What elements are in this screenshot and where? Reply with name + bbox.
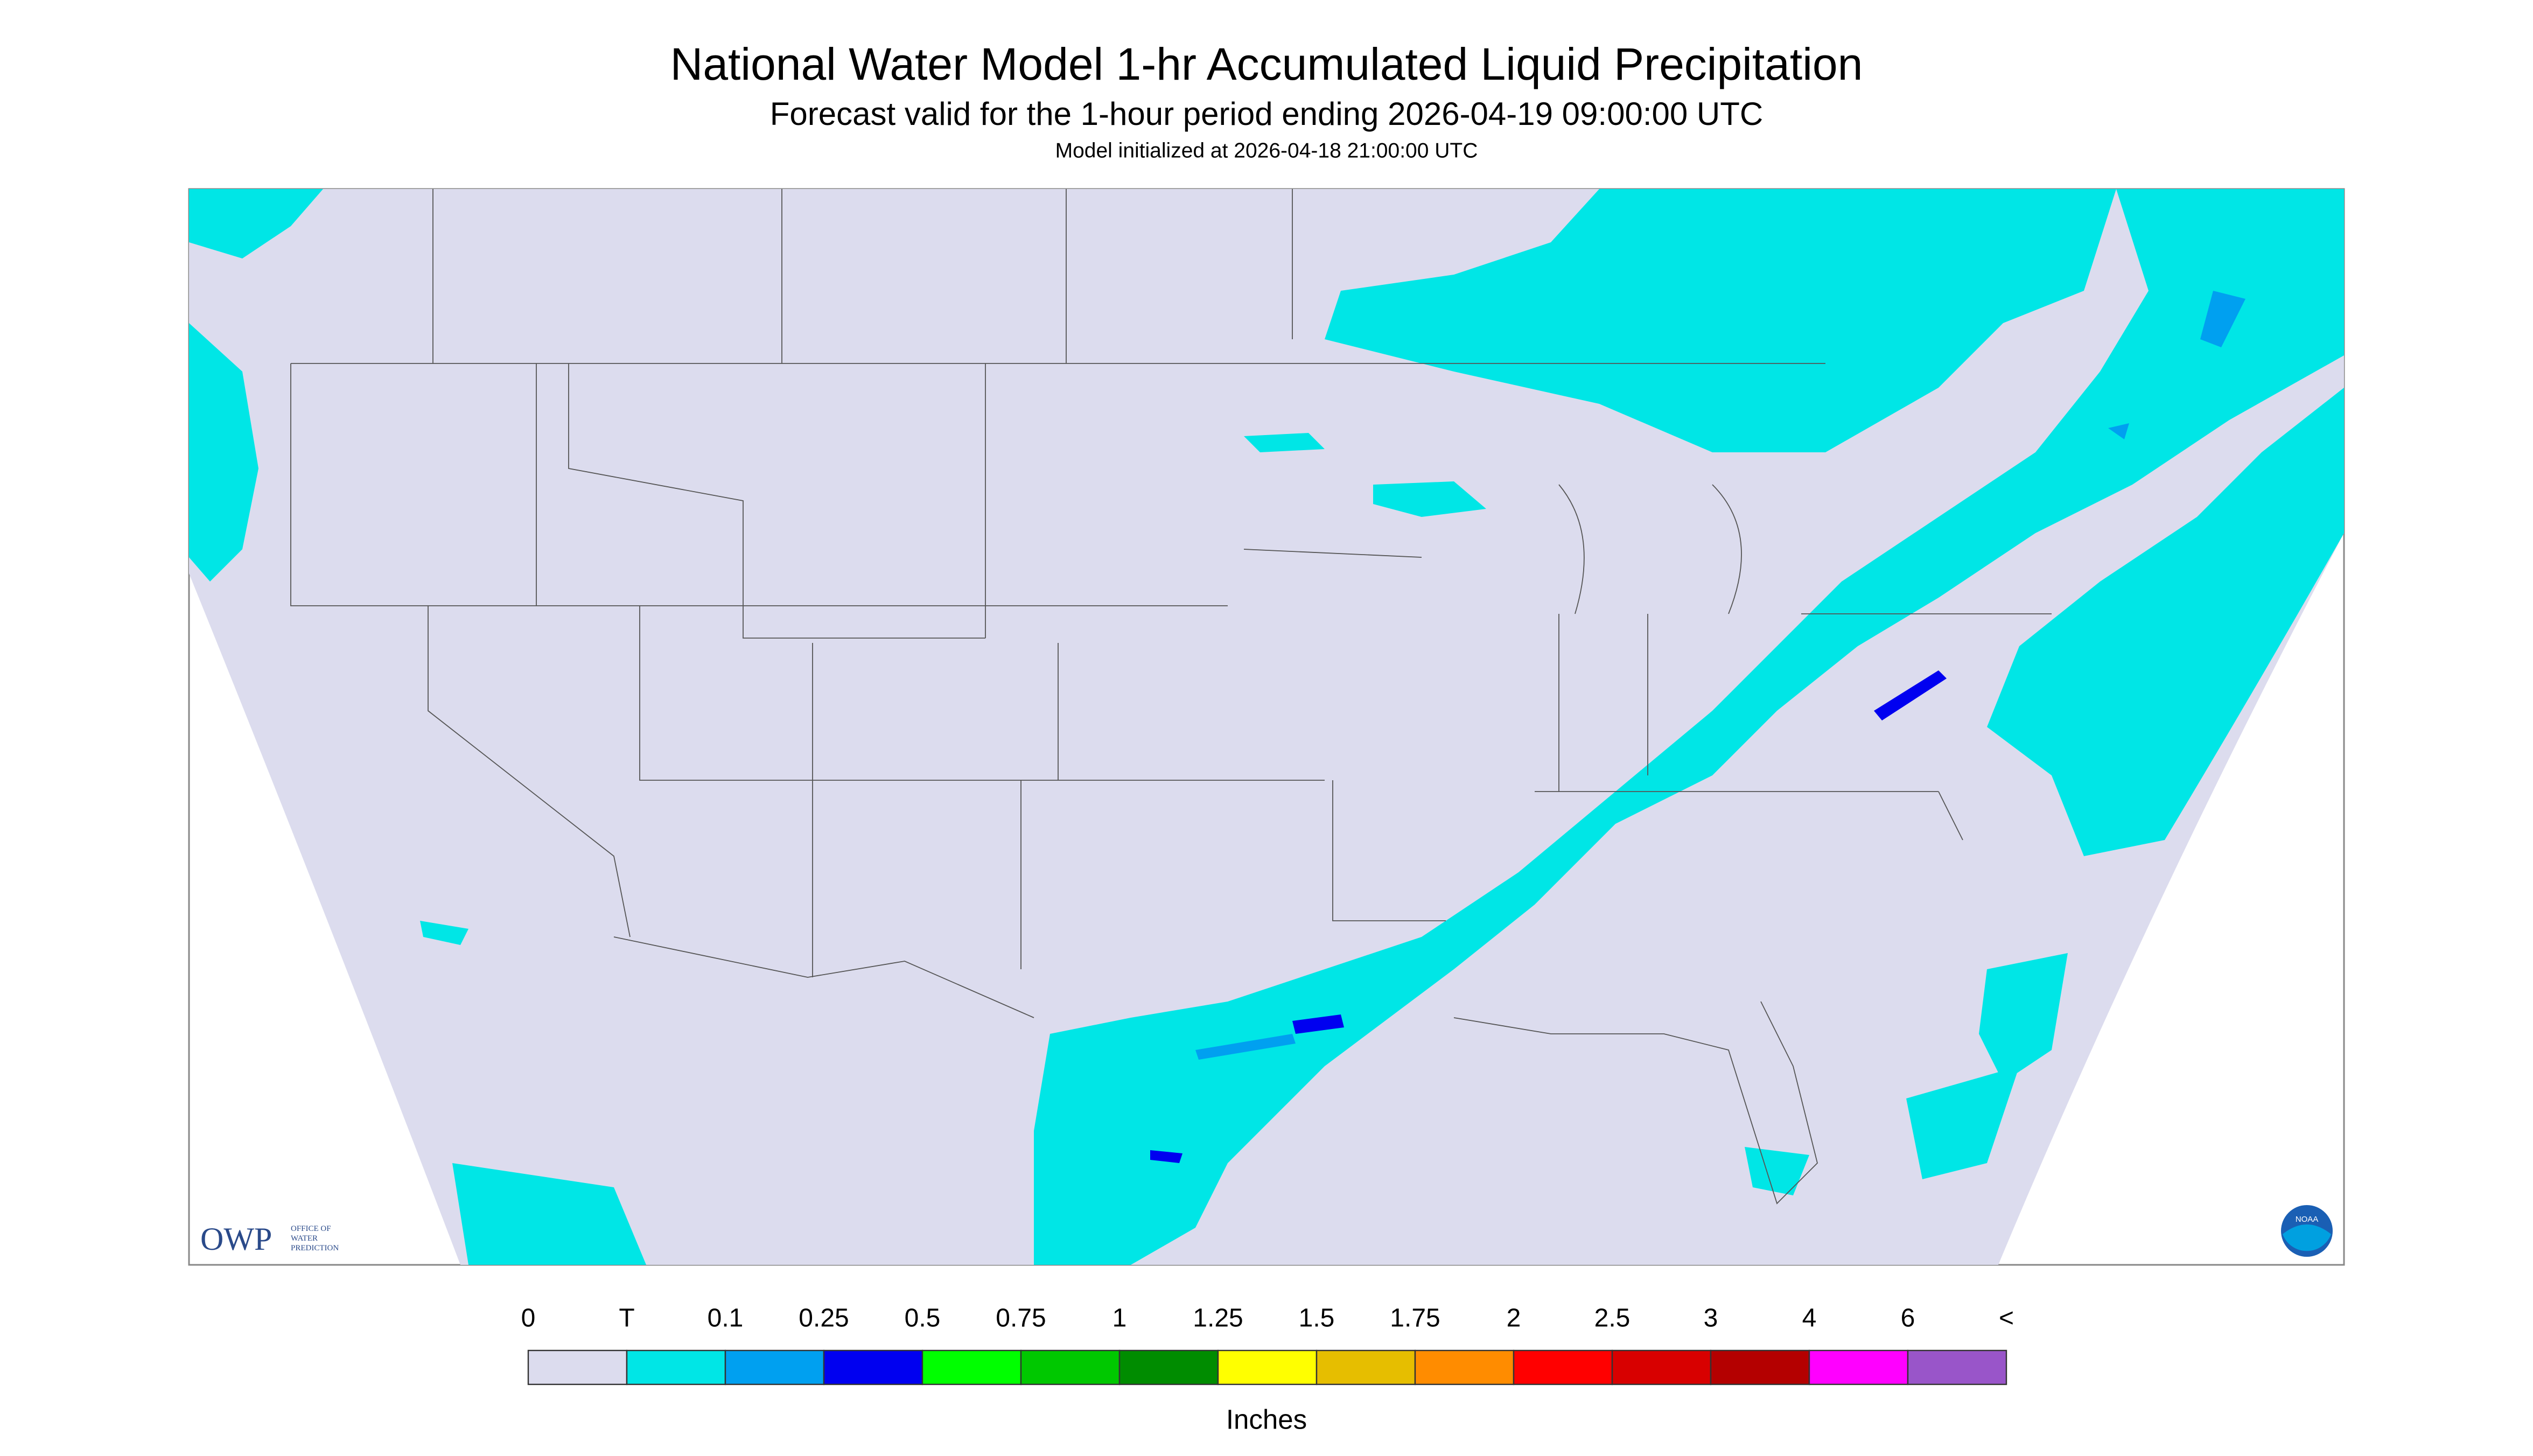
colorbar-label: 1.5 <box>1299 1304 1335 1333</box>
colorbar-label: 4 <box>1802 1304 1817 1333</box>
colorbar-label: T <box>619 1304 634 1333</box>
owp-line: OFFICE OF <box>291 1224 331 1233</box>
owp-logo: OWP <box>200 1221 272 1257</box>
colorbar-label: < <box>1999 1304 2014 1333</box>
colorbar-swatch <box>1611 1349 1712 1385</box>
borders <box>290 189 2052 1205</box>
colorbar-swatch <box>527 1349 628 1385</box>
colorbar-label: 2 <box>1507 1304 1521 1333</box>
colorbar-label: 3 <box>1704 1304 1718 1333</box>
colorbar-label: 1.75 <box>1390 1304 1440 1333</box>
colorbar-label: 1.25 <box>1193 1304 1243 1333</box>
colorbar-swatch <box>1118 1349 1219 1385</box>
noaa-logo-text: NOAA <box>2296 1215 2319 1224</box>
colorbar-swatch <box>1513 1349 1613 1385</box>
precip-heavy <box>1150 670 1947 1164</box>
precip-light <box>189 189 2344 1265</box>
colorbar-swatch <box>1020 1349 1121 1385</box>
colorbar-label: 2.5 <box>1594 1304 1631 1333</box>
model-domain <box>189 189 2344 1265</box>
title: National Water Model 1-hr Accumulated Li… <box>670 39 1863 89</box>
noaa-logo-wave <box>2283 1224 2331 1251</box>
owp-line: PREDICTION <box>291 1244 339 1252</box>
colorbar-swatch <box>823 1349 923 1385</box>
colorbar-label: 0 <box>521 1304 536 1333</box>
colorbar-label: 0.75 <box>996 1304 1046 1333</box>
colorbar-swatch <box>1907 1349 2007 1385</box>
map: OWP OFFICE OF WATER PREDICTION NOAA <box>188 188 2345 1266</box>
colorbar-label: 0.5 <box>905 1304 941 1333</box>
subtitle: Forecast valid for the 1-hour period end… <box>770 96 1763 132</box>
colorbar-label: 0.1 <box>708 1304 744 1333</box>
colorbar-unit: Inches <box>1226 1404 1307 1434</box>
precip-moderate <box>1195 291 2245 1060</box>
colorbar-label: 0.25 <box>799 1304 849 1333</box>
colorbar-swatch <box>1316 1349 1416 1385</box>
colorbar-swatch <box>1414 1349 1515 1385</box>
colorbar-swatch <box>921 1349 1022 1385</box>
init-time: Model initialized at 2026-04-18 21:00:00… <box>1055 139 1478 162</box>
colorbar-swatch <box>724 1349 825 1385</box>
colorbar-label: 1 <box>1112 1304 1127 1333</box>
colorbar-label: 6 <box>1901 1304 1915 1333</box>
colorbar-swatch <box>1710 1349 1810 1385</box>
colorbar-swatch <box>1217 1349 1318 1385</box>
colorbar-swatch <box>1808 1349 1909 1385</box>
colorbar: 0 T 0.1 0.25 0.5 0.75 1 1.25 1.5 1.75 2 2.5 3 4 6 < <box>521 1304 2014 1385</box>
colorbar-swatch <box>626 1349 726 1385</box>
owp-line: WATER <box>291 1234 318 1243</box>
